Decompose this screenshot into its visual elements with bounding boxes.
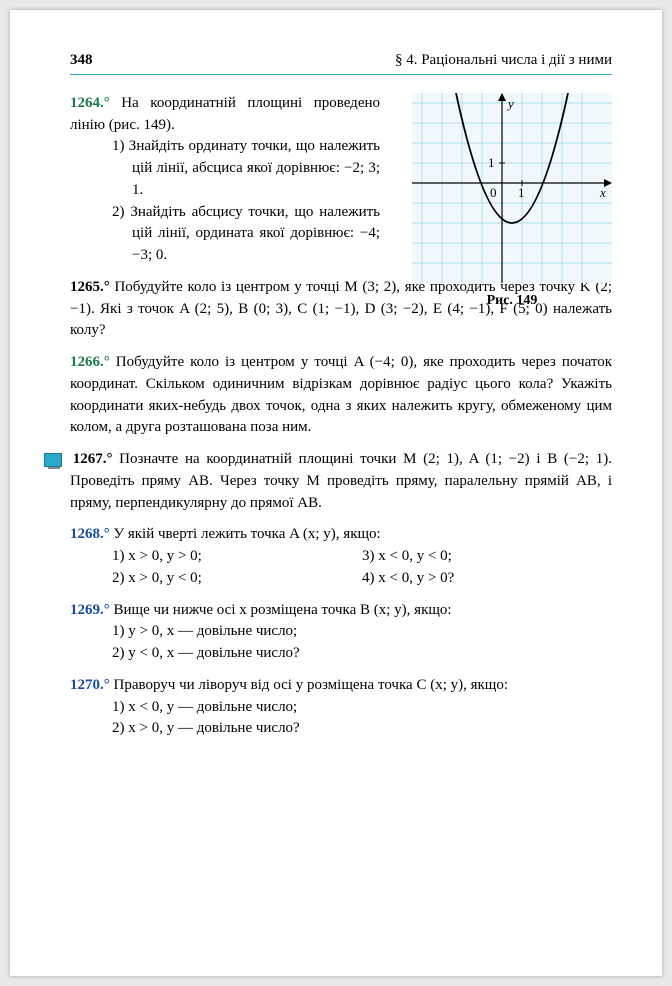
- problem-1269-s2: 2) y < 0, x — довільне число?: [70, 643, 612, 665]
- problem-1268: 1268.° У якій чверті лежить точка A (x; …: [70, 524, 612, 589]
- figure-caption: Рис. 149: [412, 291, 612, 311]
- problem-number: 1265.°: [70, 279, 110, 295]
- problem-1269: 1269.° Вище чи нижче осі x розміщена точ…: [70, 600, 612, 665]
- axis-label-y: y: [506, 96, 514, 111]
- parabola-graph: y x 0 1 1: [412, 93, 612, 283]
- problem-number: 1264.°: [70, 95, 110, 111]
- problem-number: 1268.°: [70, 526, 110, 542]
- problem-intro: У якій чверті лежить точка A (x; y), якщ…: [114, 526, 381, 542]
- page-header: 348 § 4. Раціональні числа і дії з ними: [70, 50, 612, 75]
- problem-1264-sub2: 2) Знайдіть абсцису точки, що належить ц…: [90, 202, 380, 267]
- axis-label-0: 0: [490, 185, 497, 200]
- problem-number: 1269.°: [70, 602, 110, 618]
- problem-1268-c1: 1) x > 0, y > 0;: [112, 546, 362, 568]
- problem-1264: 1264.° На координатній площині проведено…: [70, 93, 380, 267]
- problem-1268-c3: 3) x < 0, y < 0;: [362, 546, 612, 568]
- problem-text: Побудуйте коло із центром у точці A (−4;…: [70, 354, 612, 435]
- problem-1269-s1: 1) y > 0, x — довільне число;: [70, 621, 612, 643]
- content: y x 0 1 1 Рис. 149 1264.° На координатні…: [70, 93, 612, 740]
- problem-intro: Вище чи нижче осі x розміщена точка B (x…: [114, 602, 452, 618]
- figure-149: y x 0 1 1 Рис. 149: [412, 93, 612, 311]
- axis-tick-1y: 1: [488, 155, 495, 170]
- problem-1266: 1266.° Побудуйте коло із центром у точці…: [70, 352, 612, 439]
- page: 348 § 4. Раціональні числа і дії з ними: [10, 10, 662, 976]
- problem-text: Позначте на координатній площині точки M…: [70, 451, 612, 511]
- page-number: 348: [70, 50, 93, 72]
- problem-1268-c4: 4) x < 0, y > 0?: [362, 568, 612, 590]
- problem-number: 1267.°: [73, 451, 113, 467]
- problem-1268-c2: 2) x > 0, y < 0;: [112, 568, 362, 590]
- problem-1264-sub1: 1) Знайдіть ординату точки, що належить …: [90, 136, 380, 201]
- axis-tick-1x: 1: [518, 185, 525, 200]
- axis-label-x: x: [599, 185, 606, 200]
- section-title: § 4. Раціональні числа і дії з ними: [395, 50, 612, 72]
- problem-number: 1266.°: [70, 354, 110, 370]
- problem-intro: Праворуч чи ліворуч від осі y розміщена …: [114, 677, 509, 693]
- problem-1270-s1: 1) x < 0, y — довільне число;: [70, 697, 612, 719]
- problem-intro: На координатній площині проведено лінію …: [70, 95, 380, 133]
- problem-1270: 1270.° Праворуч чи ліворуч від осі y роз…: [70, 675, 612, 740]
- computer-icon: [44, 453, 62, 467]
- problem-1267: 1267.° Позначте на координатній площині …: [44, 449, 612, 514]
- problem-number: 1270.°: [70, 677, 110, 693]
- problem-1270-s2: 2) x > 0, y — довільне число?: [70, 718, 612, 740]
